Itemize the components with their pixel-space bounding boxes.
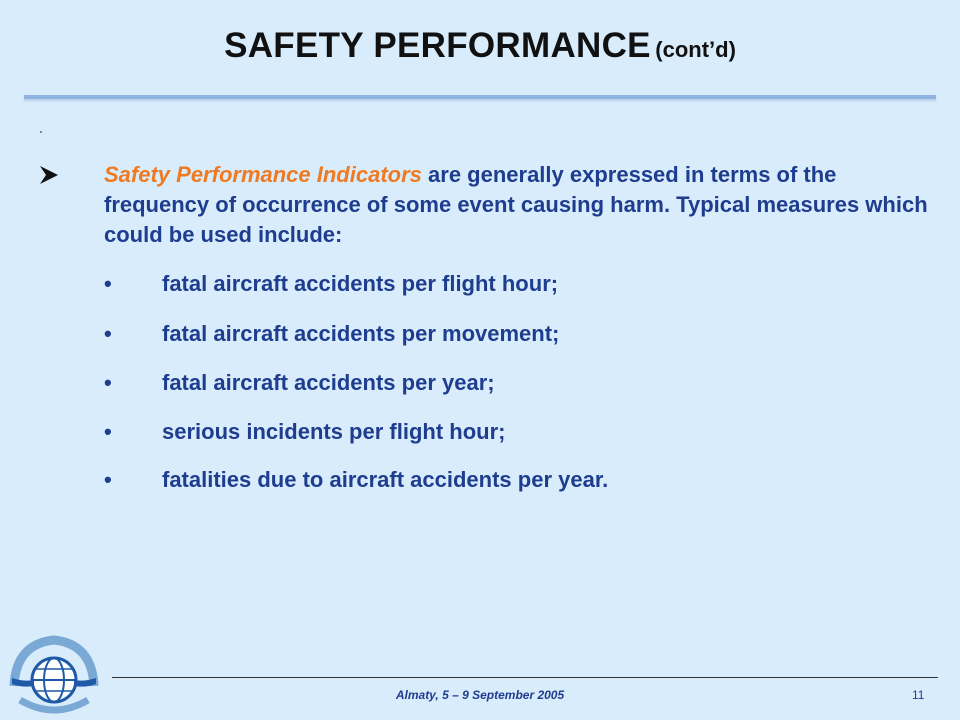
bullet-glyph: • bbox=[104, 419, 112, 444]
list-item-text: fatal aircraft accidents per year; bbox=[162, 370, 495, 395]
bullet-glyph: • bbox=[104, 467, 112, 492]
icao-emblem-icon bbox=[9, 635, 99, 714]
bullet-glyph: • bbox=[104, 370, 112, 395]
title-divider bbox=[24, 95, 936, 99]
intro-paragraph: Safety Performance Indicators are genera… bbox=[104, 160, 934, 250]
intro-text: are generally expressed in terms of the … bbox=[104, 162, 928, 247]
list-item-text: fatal aircraft accidents per movement; bbox=[162, 321, 560, 346]
footer-event: Almaty, 5 – 9 September 2005 bbox=[395, 688, 565, 702]
stray-dot bbox=[40, 131, 42, 133]
list-item-text: fatal aircraft accidents per flight hour… bbox=[162, 271, 559, 296]
slide-title: SAFETY PERFORMANCE (cont’d) bbox=[0, 26, 960, 66]
bullet-glyph: • bbox=[104, 321, 112, 346]
arrow-bullet-icon bbox=[40, 166, 58, 184]
bullet-glyph: • bbox=[104, 271, 112, 296]
list-item-text: serious incidents per flight hour; bbox=[162, 419, 506, 444]
footer-divider bbox=[112, 677, 938, 678]
page-number: 11 bbox=[912, 688, 925, 702]
title-subtitle: (cont’d) bbox=[655, 37, 736, 62]
list-item-text: fatalities due to aircraft accidents per… bbox=[162, 467, 609, 492]
title-main: SAFETY PERFORMANCE bbox=[224, 26, 651, 65]
intro-emphasis: Safety Performance Indicators bbox=[104, 162, 422, 187]
